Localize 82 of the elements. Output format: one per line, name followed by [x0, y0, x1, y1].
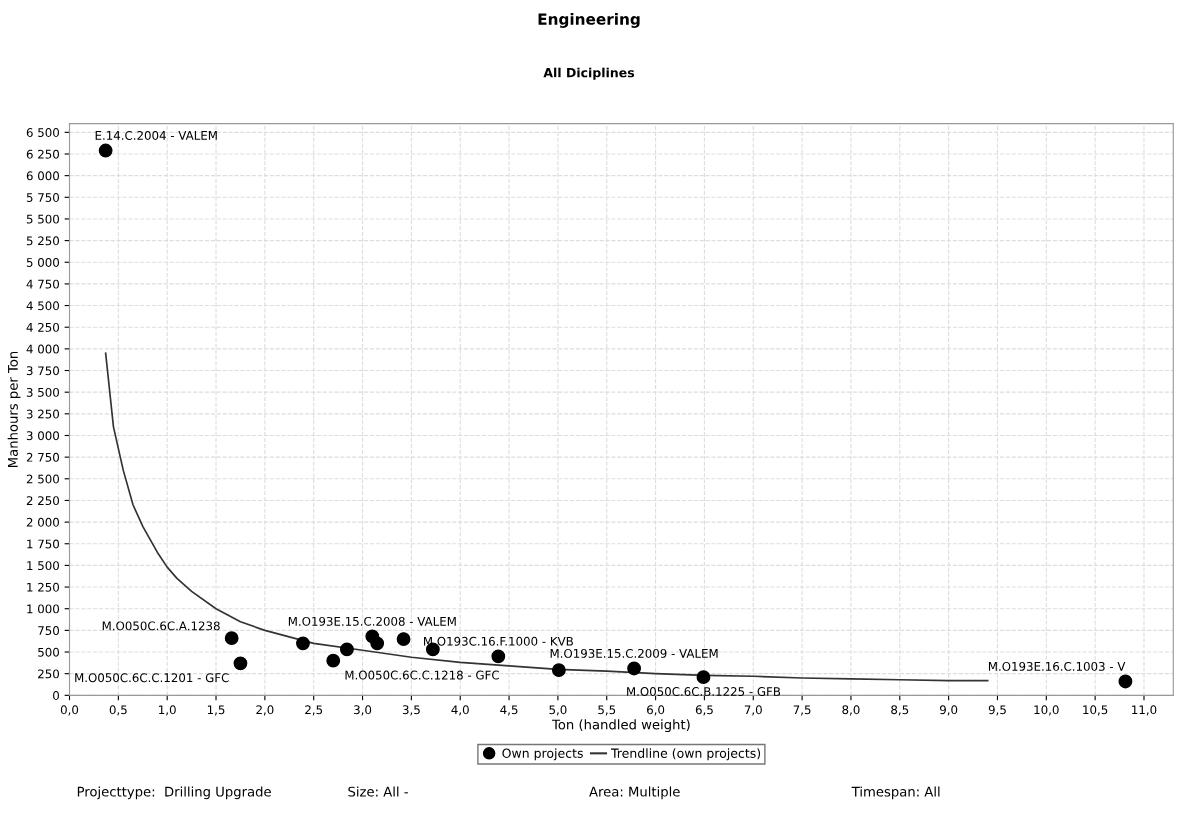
annotation: E.14.C.2004 - VALEM: [95, 130, 217, 140]
x-tick-label: 9,5: [988, 705, 1006, 716]
y-tick-label: 2 750: [26, 452, 59, 462]
annotation: M.O050C.6C.C.1218 - GFC: [345, 670, 499, 680]
x-tick-label: 5,5: [598, 705, 616, 716]
annotation: M.O193C.16.F.1000 - KVB: [424, 636, 573, 646]
y-tick-label: 5 750: [26, 193, 59, 202]
x-tick-label: 7,0: [744, 705, 762, 716]
text: Timespan: All: [851, 786, 940, 800]
y-tick-label: 2 000: [26, 517, 59, 527]
point: [551, 663, 566, 678]
x-tick-label: 8,5: [891, 705, 909, 716]
y-tick-label: 3 500: [26, 387, 59, 397]
x-tick-label: 8,0: [842, 705, 860, 716]
chart-title: Engineering: [538, 13, 640, 28]
y-tick-label: 1 000: [27, 604, 59, 614]
point: [224, 631, 239, 646]
y-tick-label: 6 500: [26, 128, 59, 137]
y-tick-label: 1 250: [27, 582, 59, 592]
y-tick-label: 2 500: [26, 474, 59, 484]
point: [233, 656, 248, 671]
y-tick-label: 500: [38, 647, 59, 657]
y-tick-label: 4 750: [26, 279, 59, 289]
y-tick-label: 1 750: [27, 539, 59, 549]
x-tick-label: 3,0: [354, 705, 372, 716]
point: [340, 642, 354, 657]
text: Projecttype: Drilling Upgrade: [77, 786, 271, 800]
text: Size: All -: [348, 786, 408, 797]
x-tick-label: 6,5: [695, 705, 713, 716]
y-tick-label: 0: [53, 691, 59, 700]
annotation: M.O050C.6C.C.1201 - GFC: [75, 673, 229, 683]
point: [491, 649, 506, 664]
y-tick-label: 6 250: [26, 149, 59, 159]
x-tick-label: 1,5: [207, 705, 225, 716]
legend-label: Own projects: [502, 748, 583, 761]
x-tick-label: 10,5: [1083, 705, 1108, 716]
x-tick-label: 2,5: [305, 705, 323, 716]
chart-subtitle: All Diciplines: [543, 67, 635, 80]
y-tick-label: 250: [38, 669, 59, 679]
y-tick-label: 4 000: [26, 344, 59, 354]
x-tick-label: 3,5: [402, 705, 420, 716]
annotation: M.O050C.6C.B.1225 - GFB: [627, 687, 781, 696]
legend-label: Trendline (own projects): [610, 748, 761, 761]
y-tick-label: 5 000: [26, 257, 59, 267]
annotation: M.O193E.15.C.2008 - VALEM: [288, 616, 456, 626]
y-tick-label: 3 000: [26, 431, 59, 441]
point: [696, 670, 711, 685]
y-tick-label: 1 500: [27, 561, 59, 571]
point: [627, 661, 641, 676]
x-tick-label: 11,0: [1132, 705, 1157, 716]
annotation: M.O193E.15.C.2009 - VALEM: [550, 648, 718, 658]
x-tick-label: 0,0: [60, 705, 79, 716]
y-tick-label: 5 500: [26, 214, 59, 224]
x-tick-label: 10,0: [1034, 705, 1059, 716]
annotation: M.O050C.6C.A.1238: [102, 621, 220, 631]
x-tick-label: 1,0: [159, 705, 176, 716]
point: [296, 636, 310, 651]
x-tick-label: 4,5: [500, 705, 518, 716]
point: [396, 632, 411, 646]
x-tick-label: 2,0: [256, 705, 274, 716]
y-tick-label: 2 250: [26, 496, 59, 506]
point: [370, 636, 385, 651]
text: Area: Multiple: [589, 786, 680, 800]
x-tick-label: 6,0: [647, 705, 665, 716]
x-tick-label: 5,0: [549, 705, 567, 716]
annotation: M.O193E.16.C.1003 - V: [988, 661, 1126, 671]
y-tick-label: 4 500: [26, 301, 59, 311]
y-tick-label: 750: [38, 626, 59, 636]
x-tick-label: 9,0: [939, 705, 958, 716]
y-axis-title: Manhours per Ton: [7, 351, 21, 467]
x-axis-title: Ton (handled weight): [551, 719, 690, 733]
y-tick-label: 5 250: [26, 236, 59, 246]
y-tick-label: 4 250: [26, 322, 59, 332]
y-tick-label: 3 750: [26, 366, 59, 376]
point: [98, 143, 113, 158]
x-tick-label: 7,5: [793, 705, 811, 716]
point: [1118, 674, 1133, 689]
y-tick-label: 6 000: [26, 171, 59, 181]
x-tick-label: 0,5: [109, 705, 127, 716]
point: [326, 653, 341, 668]
y-tick-label: 3 250: [26, 409, 59, 419]
x-tick-label: 4,0: [451, 705, 469, 716]
